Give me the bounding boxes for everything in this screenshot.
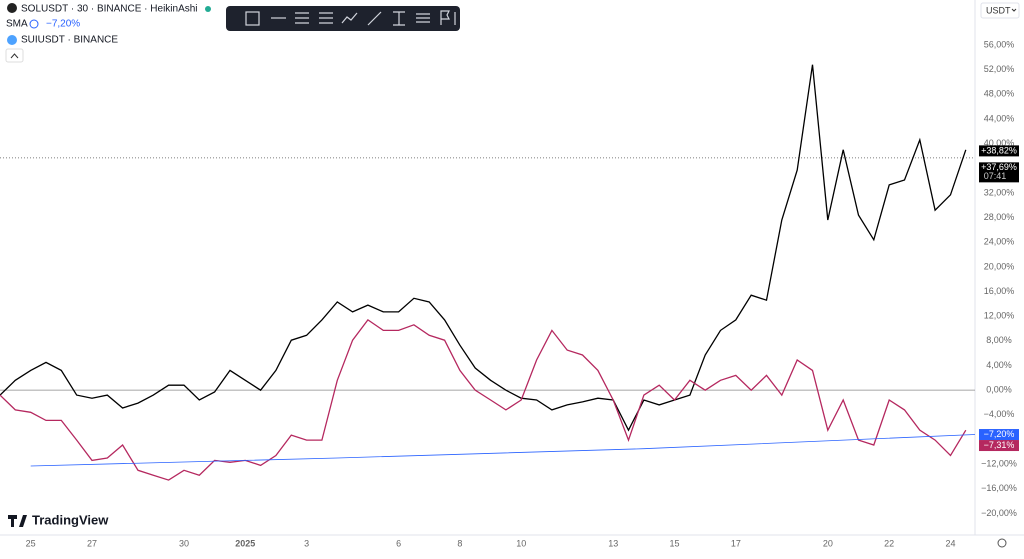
y-tick-label: 28,00% <box>984 212 1015 222</box>
x-tick-label: 13 <box>608 538 618 548</box>
y-tick-label: 32,00% <box>984 187 1015 197</box>
y-tick-label: 52,00% <box>984 64 1015 74</box>
collapse-icon <box>10 53 19 59</box>
tool[interactable] <box>367 11 382 26</box>
y-tick-label: 24,00% <box>984 237 1015 247</box>
series-line <box>0 319 967 481</box>
y-tick-label: 8,00% <box>986 335 1012 345</box>
tool[interactable] <box>393 11 405 26</box>
price-tag-time: 07:41 <box>984 171 1007 181</box>
x-tick-label: 3 <box>304 538 309 548</box>
x-tick-label: 24 <box>945 538 955 548</box>
currency-button[interactable] <box>980 2 1020 19</box>
y-tick-label: 56,00% <box>984 39 1015 49</box>
price-tag <box>979 162 1019 183</box>
symbol-icon <box>7 3 17 13</box>
x-tick-label: 6 <box>396 538 401 548</box>
last-value-label: −7,31% <box>984 440 1015 450</box>
x-tick-label: 22 <box>884 538 894 548</box>
price-tag-label: +37,69% <box>981 162 1017 172</box>
x-tick-label: 27 <box>87 538 97 548</box>
dropdown-icon <box>1011 8 1017 12</box>
x-tick-label: 25 <box>26 538 36 548</box>
last-value-tag <box>979 145 1019 157</box>
y-tick-label: 44,00% <box>984 113 1015 123</box>
tool[interactable] <box>341 12 358 24</box>
collapse-button[interactable] <box>5 48 24 63</box>
y-tick-label: 16,00% <box>984 286 1015 296</box>
compare-title: SUIUSDT · BINANCE <box>21 35 118 46</box>
series-line <box>30 434 976 467</box>
x-tick-label: 17 <box>731 538 741 548</box>
x-tick-label: 8 <box>457 538 462 548</box>
x-tick-label: 20 <box>823 538 833 548</box>
brand-logo: TradingView <box>8 512 109 527</box>
y-tick-label: −16,00% <box>981 483 1017 493</box>
indicator-value: −7,20% <box>46 19 80 30</box>
x-tick-label: 10 <box>516 538 526 548</box>
tool[interactable] <box>440 10 456 25</box>
brand-name: TradingView <box>32 512 109 527</box>
y-tick-label: −20,00% <box>981 508 1017 518</box>
x-tick-label: 30 <box>179 538 189 548</box>
y-tick-label: 4,00% <box>986 360 1012 370</box>
symbol-title: SOLUSDT · 30 · BINANCE · HeikinAshi <box>21 4 198 15</box>
indicator-icon[interactable] <box>29 19 39 29</box>
series-line <box>0 64 967 432</box>
last-value-label: −7,20% <box>984 429 1015 439</box>
y-tick-label: 0,00% <box>986 385 1012 395</box>
tool[interactable] <box>245 11 260 26</box>
compare-icon <box>7 35 17 45</box>
y-tick-label: −12,00% <box>981 458 1017 468</box>
x-tick-label: 15 <box>670 538 680 548</box>
last-value-tag <box>979 440 1019 452</box>
y-tick-label: 48,00% <box>984 89 1015 99</box>
y-tick-label: 40,00% <box>984 138 1015 148</box>
drawing-toolbar <box>226 6 460 31</box>
indicator-name: SMA <box>6 19 28 30</box>
y-tick-label: 20,00% <box>984 261 1015 271</box>
tool[interactable] <box>416 13 430 23</box>
last-value-tag <box>979 429 1019 441</box>
x-tick-label: 2025 <box>235 538 255 548</box>
currency-label: USDT <box>986 5 1011 15</box>
tool[interactable] <box>319 12 333 24</box>
tool[interactable] <box>295 12 309 24</box>
status-dot <box>205 6 211 12</box>
y-tick-label: −4,00% <box>984 409 1015 419</box>
settings-icon[interactable] <box>997 538 1007 548</box>
y-tick-label: 12,00% <box>984 311 1015 321</box>
last-value-label: +38,82% <box>981 145 1017 155</box>
